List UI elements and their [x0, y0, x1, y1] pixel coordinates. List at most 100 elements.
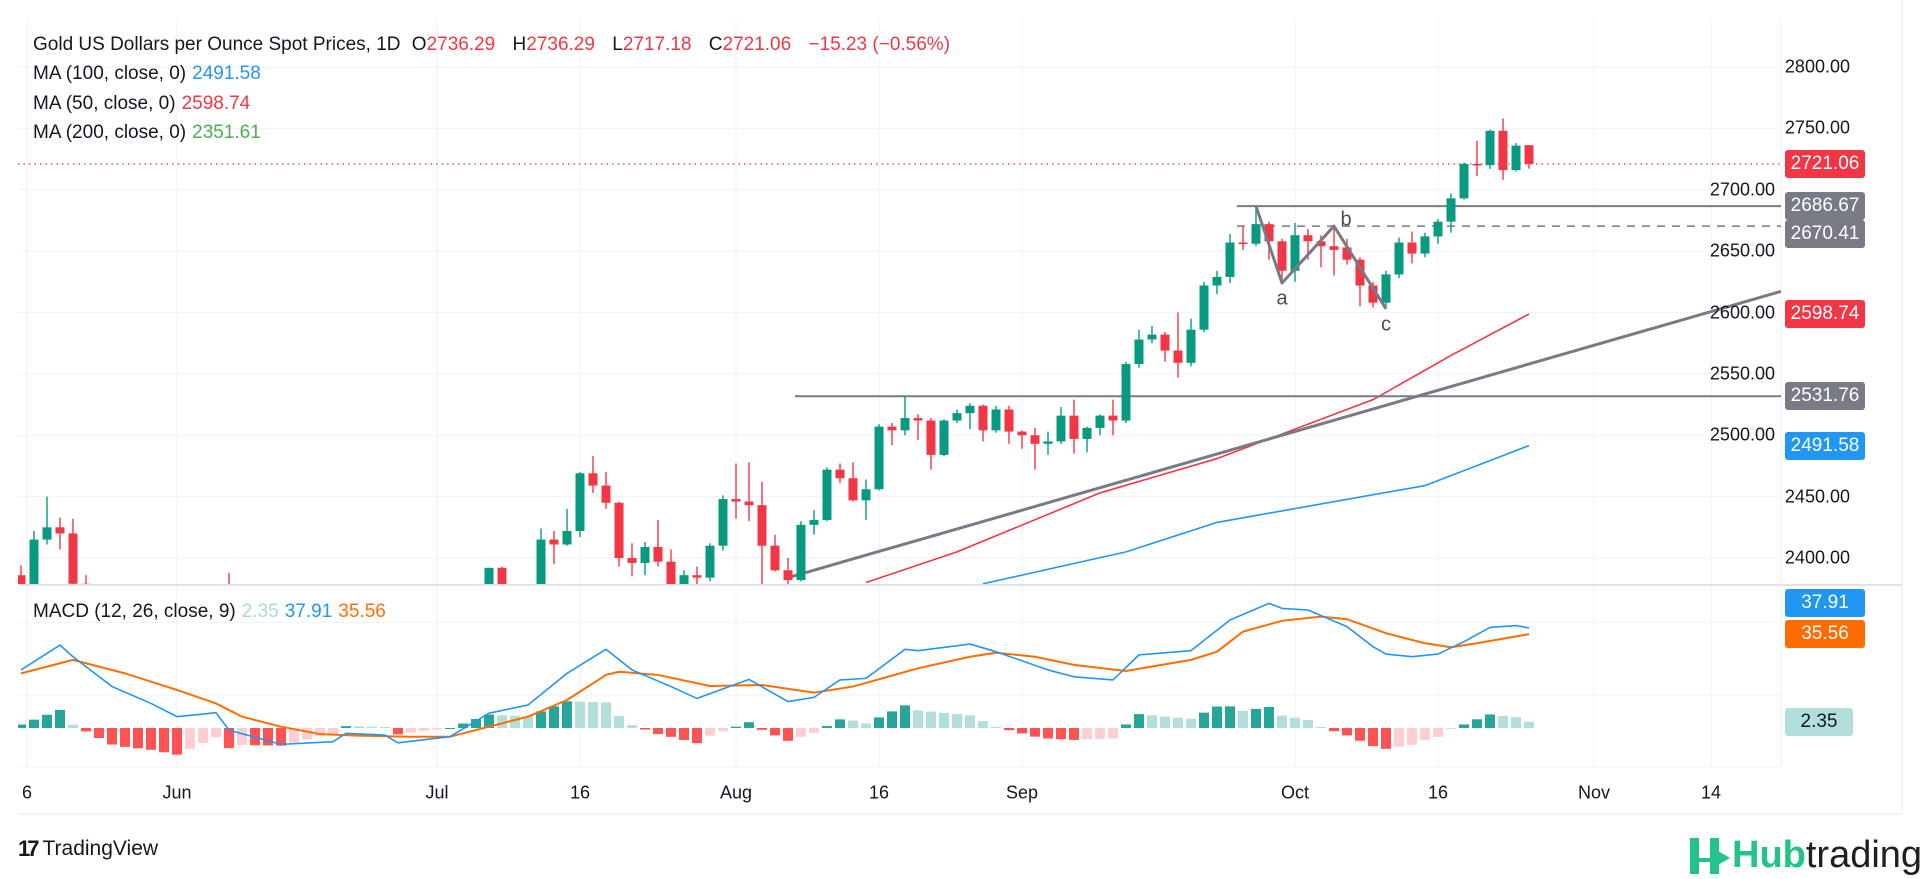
macd-histogram-bar: [523, 716, 533, 728]
candle-body: [848, 478, 858, 501]
macd-histogram-bar: [822, 726, 832, 728]
candle: [251, 659, 260, 690]
candle: [1472, 140, 1482, 177]
macd-histogram-bar: [1394, 728, 1404, 747]
macd-histogram-bar: [757, 728, 767, 730]
macd-histogram-bar: [913, 710, 923, 728]
date-axis-label: 16: [1427, 782, 1449, 803]
candle-body: [562, 530, 572, 545]
macd-histogram-bar: [458, 723, 468, 728]
price-axis-label: 2700.00: [1709, 179, 1775, 200]
macd-histogram-bar: [1095, 728, 1105, 739]
price-axis-label: 2750.00: [1784, 117, 1850, 138]
candle: [1004, 405, 1014, 444]
macd-histogram-bar: [1459, 724, 1469, 728]
moving-average-line: [982, 444, 1530, 584]
macd-histogram-bar: [315, 728, 325, 737]
hubtrading-wordmark-hub: Hub: [1732, 834, 1806, 876]
date-axis-label: Oct: [1280, 782, 1310, 803]
candle-body: [1433, 221, 1443, 237]
candle: [1108, 399, 1118, 436]
candle: [303, 639, 312, 667]
candle: [407, 643, 416, 685]
candle: [381, 637, 390, 669]
macd-histogram-bar: [952, 714, 962, 728]
candle: [68, 518, 78, 584]
macd-histogram-bar: [861, 723, 871, 728]
macd-line: [20, 602, 1530, 746]
macd-histogram-bar: [471, 719, 481, 728]
macd-histogram-bar: [1407, 728, 1417, 745]
macd-histogram-bar: [81, 728, 91, 732]
candle: [420, 632, 429, 658]
price-axis-label: 2400.00: [1784, 547, 1850, 568]
macd-histogram-bar: [484, 714, 494, 728]
candle-body: [81, 583, 91, 584]
macd-histogram-bar: [1316, 726, 1326, 728]
low-label: L: [612, 34, 623, 55]
candle: [394, 655, 403, 689]
macd-histogram-bar: [1108, 728, 1118, 739]
hubtrading-logo: Hub trading: [1688, 834, 1920, 877]
ma100-legend[interactable]: MA (100, close, 0) 2491.58: [33, 63, 267, 85]
candle: [536, 528, 546, 584]
candle-body: [900, 418, 910, 431]
macd-histogram-bar: [94, 728, 104, 738]
candle-body: [588, 473, 598, 486]
macd-histogram-bar: [1381, 728, 1391, 749]
macd-histogram-bar: [1004, 728, 1014, 731]
candle-body: [290, 640, 299, 677]
macd-histogram-bar: [705, 728, 715, 736]
candle-body: [524, 594, 533, 604]
macd-histogram-bar: [965, 715, 975, 728]
candle: [1225, 233, 1235, 284]
candle: [744, 462, 754, 522]
macd-histogram-bar: [1238, 710, 1248, 728]
main-pane: [18, 118, 1781, 690]
candle-body: [1316, 241, 1326, 247]
macd-histogram-bar: [978, 721, 988, 728]
macd-histogram-bar: [432, 728, 442, 730]
candle-body: [42, 527, 52, 540]
macd-signal-value: 35.56: [338, 601, 386, 622]
price-tag: 2598.74: [1785, 300, 1865, 329]
candle: [965, 403, 975, 430]
macd-histogram-bar: [744, 722, 754, 728]
ma200-value: 2351.61: [192, 122, 261, 143]
macd-histogram-bar: [601, 702, 611, 728]
candle-body: [303, 640, 312, 657]
candle-body: [666, 561, 676, 584]
high-label: H: [512, 34, 527, 55]
candle-body: [783, 570, 793, 581]
candle: [757, 481, 767, 584]
macd-histogram-bar: [718, 728, 728, 732]
candle: [1186, 318, 1196, 367]
candle-body: [18, 575, 26, 584]
candle-body: [913, 418, 923, 421]
ma50-legend[interactable]: MA (50, close, 0) 2598.74: [33, 93, 256, 115]
candle: [588, 456, 598, 493]
candle-body: [1108, 415, 1118, 421]
candle: [835, 463, 845, 484]
candle: [186, 617, 195, 662]
macd-histogram-bar: [302, 728, 312, 740]
ma200-legend[interactable]: MA (200, close, 0) 2351.61: [33, 122, 267, 144]
symbol-title: Gold US Dollars per Ounce Spot Prices, 1…: [33, 34, 401, 55]
candle-body: [186, 619, 195, 647]
candle-body: [653, 546, 663, 562]
tradingview-logo[interactable]: 17 TradingView: [18, 836, 158, 862]
candle-body: [1394, 242, 1404, 275]
macd-histogram-bar: [1134, 714, 1144, 728]
macd-legend[interactable]: MACD (12, 26, close, 9) 2.35 37.91 35.56: [33, 601, 392, 623]
price-tag: 2686.67: [1785, 192, 1865, 221]
macd-histogram-bar: [1251, 708, 1261, 728]
candle-body: [472, 612, 481, 614]
candle: [913, 414, 923, 441]
candle-body: [1082, 427, 1092, 439]
candle-body: [1186, 329, 1196, 363]
candle-body: [978, 405, 988, 431]
candle: [1121, 361, 1131, 423]
tradingview-mark-icon: 17: [18, 836, 40, 861]
price-tag: 2491.58: [1785, 431, 1865, 460]
